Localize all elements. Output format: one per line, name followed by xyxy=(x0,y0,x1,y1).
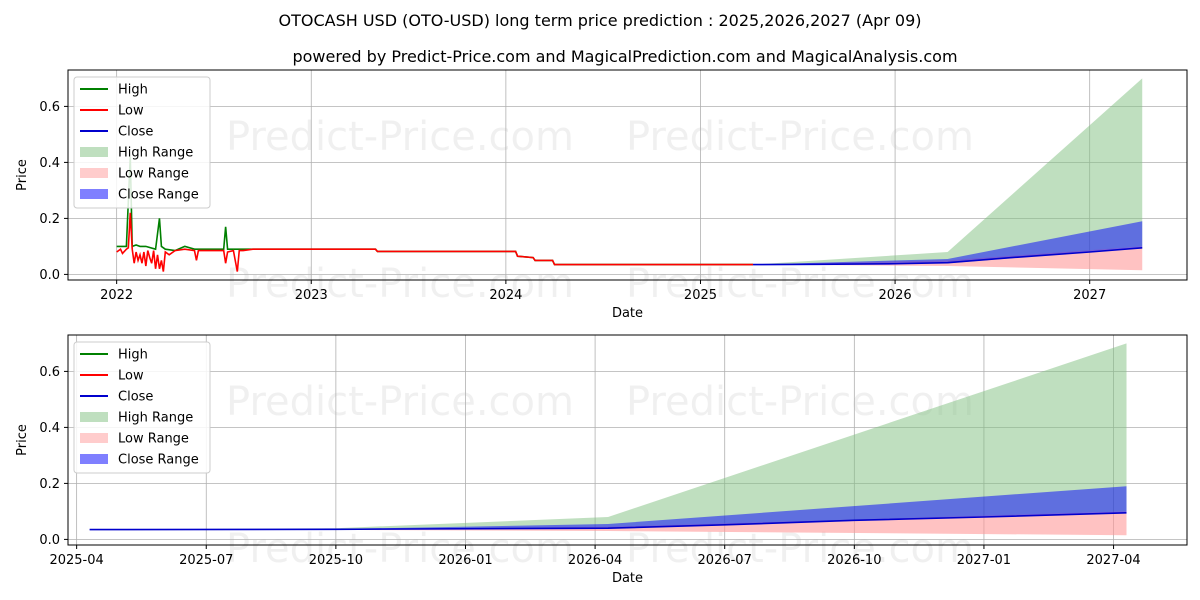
legend-label: Low xyxy=(118,369,144,384)
band-close-range xyxy=(753,221,1143,265)
price-series xyxy=(116,156,1143,272)
x-tick-label: 2024 xyxy=(489,288,522,303)
series-low-line xyxy=(116,212,754,272)
y-tick-label: 0.2 xyxy=(39,477,60,492)
axis-ticks: 2022 2023 2024 2025 2026 2027 0.0 0.2 0.4 0.6 xyxy=(39,100,1106,303)
legend-label: Close xyxy=(118,125,153,140)
y-tick-label: 0.4 xyxy=(39,421,60,436)
legend-swatch-patch xyxy=(80,147,108,157)
legend-label: Low xyxy=(118,104,144,119)
series-close-line xyxy=(89,512,1127,531)
y-axis-label: Price xyxy=(15,159,30,191)
x-tick-label: 2026-10 xyxy=(827,553,881,568)
legend-label: Close Range xyxy=(118,188,199,203)
x-tick-label: 2023 xyxy=(295,288,328,303)
legend-label: High xyxy=(118,348,148,363)
x-tick-label: 2026-04 xyxy=(568,553,622,568)
price-series xyxy=(89,512,1127,531)
x-tick-label: 2025-07 xyxy=(179,553,233,568)
band-high-range xyxy=(753,78,1143,265)
legend-swatch-patch xyxy=(80,189,108,199)
legend-label: High Range xyxy=(118,146,193,161)
y-tick-label: 0.6 xyxy=(39,365,60,380)
overview-plot: Predict-Price.com Predict-Price.com Predic… xyxy=(15,69,1188,321)
watermark-text: Predict-Price.com xyxy=(226,114,574,160)
x-axis-label: Date xyxy=(612,571,643,586)
legend-label: Close Range xyxy=(118,453,199,468)
legend-label: Close xyxy=(118,390,153,405)
watermark-text: Predict-Price.com xyxy=(226,526,574,572)
watermark-group: Predict-Price.com Predict-Price.com Predic… xyxy=(226,114,974,307)
legend-label: Low Range xyxy=(118,432,189,447)
y-tick-label: 0.0 xyxy=(39,533,60,548)
watermark-text: Predict-Price.com xyxy=(626,114,974,160)
series-close-line xyxy=(753,247,1143,266)
x-axis-label: Date xyxy=(612,306,643,321)
plot-frame xyxy=(67,69,1188,281)
forecast-plot: Predict-Price.com Predict-Price.comPredic… xyxy=(15,334,1188,586)
legend-label: High xyxy=(118,83,148,98)
x-tick-label: 2027-04 xyxy=(1086,553,1140,568)
x-tick-label: 2026 xyxy=(879,288,912,303)
plot-frame xyxy=(67,334,1188,546)
chart-subtitle: powered by Predict-Price.com and Magical… xyxy=(292,47,957,66)
axis-ticks: 2025-04 2025-07 2025-10 2026-01 2026-04 2026-… xyxy=(39,365,1140,568)
x-tick-label: 2027 xyxy=(1073,288,1106,303)
x-tick-label: 2022 xyxy=(100,288,133,303)
y-tick-label: 0.4 xyxy=(39,156,60,171)
legend-label: High Range xyxy=(118,411,193,426)
chart-title: OTOCASH USD (OTO-USD) long term price pr… xyxy=(278,11,921,30)
legend-swatch-patch xyxy=(80,168,108,178)
x-tick-label: 2027-01 xyxy=(957,553,1011,568)
legend-swatch-patch xyxy=(80,433,108,443)
y-axis-label: Price xyxy=(15,424,30,456)
watermark-text: Predict-Price.com xyxy=(626,261,974,307)
band-high-range xyxy=(89,343,1127,530)
y-tick-label: 0.2 xyxy=(39,212,60,227)
y-tick-label: 0.0 xyxy=(39,268,60,283)
watermark-text: Predict-Price.com xyxy=(226,379,574,425)
x-tick-label: 2026-01 xyxy=(438,553,492,568)
x-tick-label: 2025-10 xyxy=(309,553,363,568)
legend-swatch-patch xyxy=(80,412,108,422)
watermark-text: Predict-Price.com xyxy=(226,261,574,307)
x-tick-label: 2026-07 xyxy=(698,553,752,568)
band-close-range xyxy=(89,486,1127,530)
y-tick-label: 0.6 xyxy=(39,100,60,115)
legend-swatch-patch xyxy=(80,454,108,464)
legend-label: Low Range xyxy=(118,167,189,182)
x-tick-label: 2025-04 xyxy=(49,553,103,568)
x-tick-label: 2025 xyxy=(684,288,717,303)
legend: High Low Close High Range Low Range Close Ran… xyxy=(73,341,211,474)
legend: High Low Close High Range Low Range Close Ran… xyxy=(73,76,211,209)
